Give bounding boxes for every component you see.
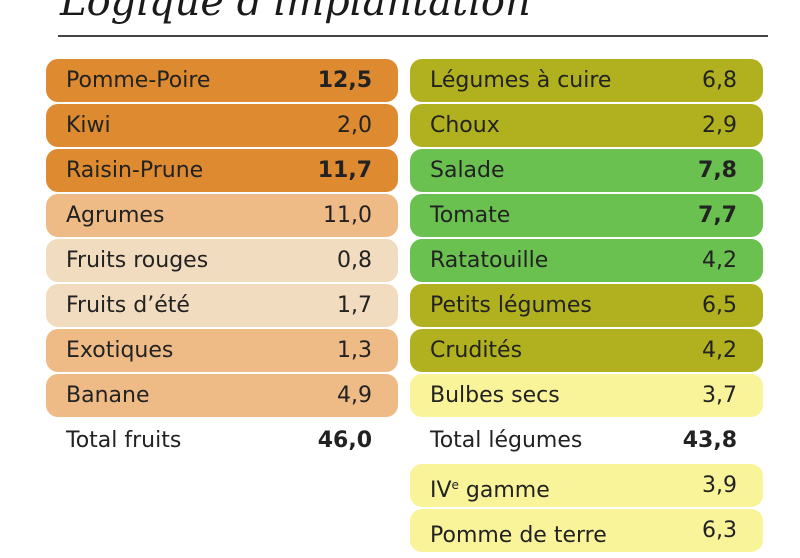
row-label: Agrumes	[66, 203, 165, 228]
row-background	[46, 149, 398, 192]
legumes-column: Légumes à cuire 6,8 Choux 2,9 Salade 7,8…	[410, 58, 763, 553]
row-background	[410, 464, 763, 507]
page-title: Logique d'implantation	[60, 0, 531, 25]
row-value: 11,0	[323, 203, 372, 228]
row-label: Bulbes secs	[430, 383, 560, 408]
row-value: 11,7	[317, 158, 372, 183]
row-value: 6,8	[702, 68, 737, 93]
row-value: 2,9	[702, 113, 737, 138]
legume-row-tomate: Tomate 7,7	[410, 193, 763, 238]
legume-row-legumes-a-cuire: Légumes à cuire 6,8	[410, 58, 763, 103]
row-label: Ratatouille	[430, 248, 549, 273]
row-label: Raisin-Prune	[66, 158, 204, 183]
row-label: Légumes à cuire	[430, 68, 612, 93]
row-background	[46, 104, 398, 147]
legume-row-choux: Choux 2,9	[410, 103, 763, 148]
total-label: Total fruits	[66, 428, 182, 453]
row-value: 4,2	[702, 248, 737, 273]
legume-row-ive-gamme: IVe gamme 3,9	[410, 463, 763, 508]
row-value: 4,2	[702, 338, 737, 363]
row-background	[410, 149, 763, 192]
row-background	[410, 509, 763, 552]
legume-row-bulbes-secs: Bulbes secs 3,7	[410, 373, 763, 418]
fruit-row-fruits-rouges: Fruits rouges 0,8	[46, 238, 398, 283]
row-value: 12,5	[317, 68, 372, 93]
legume-row-salade: Salade 7,8	[410, 148, 763, 193]
row-value: 1,7	[337, 293, 372, 318]
row-value: 4,9	[337, 383, 372, 408]
legume-row-petits-legumes: Petits légumes 6,5	[410, 283, 763, 328]
row-label: Crudités	[430, 338, 523, 363]
row-label: Tomate	[430, 203, 511, 228]
row-value: 3,9	[702, 473, 737, 498]
row-background	[46, 194, 398, 237]
row-value: 2,0	[337, 113, 372, 138]
row-value: 7,8	[698, 158, 737, 183]
fruit-row-kiwi: Kiwi 2,0	[46, 103, 398, 148]
title-underline	[58, 35, 768, 37]
fruit-row-fruits-ete: Fruits d’été 1,7	[46, 283, 398, 328]
row-label: Petits légumes	[430, 293, 592, 318]
row-label: Banane	[66, 383, 150, 408]
row-value: 7,7	[698, 203, 737, 228]
row-background	[46, 59, 398, 102]
legumes-total-row: Total légumes 43,8	[410, 418, 763, 463]
row-background	[410, 374, 763, 417]
fruit-row-raisin-prune: Raisin-Prune 11,7	[46, 148, 398, 193]
total-value: 46,0	[317, 428, 372, 453]
row-background	[410, 239, 763, 282]
row-background	[410, 59, 763, 102]
row-label: Salade	[430, 158, 505, 183]
fruit-row-pomme-poire: Pomme-Poire 12,5	[46, 58, 398, 103]
row-label: Choux	[430, 113, 500, 138]
row-value: 3,7	[702, 383, 737, 408]
row-value: 1,3	[337, 338, 372, 363]
row-label: Kiwi	[66, 113, 111, 138]
row-label: Pomme-Poire	[66, 68, 211, 93]
total-label: Total légumes	[430, 428, 583, 453]
row-value: 6,3	[702, 518, 737, 543]
row-value: 0,8	[337, 248, 372, 273]
total-value: 43,8	[682, 428, 737, 453]
row-background	[46, 374, 398, 417]
legume-row-ratatouille: Ratatouille 4,2	[410, 238, 763, 283]
row-label: Exotiques	[66, 338, 174, 363]
row-background	[410, 104, 763, 147]
fruit-row-banane: Banane 4,9	[46, 373, 398, 418]
fruits-total-row: Total fruits 46,0	[46, 418, 398, 463]
row-label: Pomme de terre	[430, 523, 607, 548]
fruit-row-exotiques: Exotiques 1,3	[46, 328, 398, 373]
row-label: IVe gamme	[430, 478, 550, 503]
legume-row-pomme-de-terre: Pomme de terre 6,3	[410, 508, 763, 553]
row-label: Fruits d’été	[66, 293, 190, 318]
row-background	[46, 239, 398, 282]
row-value: 6,5	[702, 293, 737, 318]
fruits-column: Pomme-Poire 12,5 Kiwi 2,0 Raisin-Prune 1…	[46, 58, 398, 463]
row-label: Fruits rouges	[66, 248, 209, 273]
row-background	[46, 329, 398, 372]
row-background	[410, 194, 763, 237]
fruit-row-agrumes: Agrumes 11,0	[46, 193, 398, 238]
row-background	[410, 329, 763, 372]
row-background	[410, 284, 763, 327]
legume-row-crudites: Crudités 4,2	[410, 328, 763, 373]
row-background	[46, 284, 398, 327]
